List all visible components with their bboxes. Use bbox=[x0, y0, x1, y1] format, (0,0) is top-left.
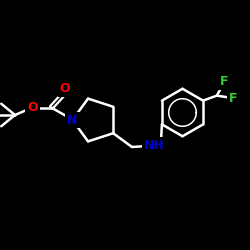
Text: NH: NH bbox=[144, 139, 165, 152]
Text: F: F bbox=[220, 76, 228, 88]
Text: F: F bbox=[229, 92, 237, 104]
Text: O: O bbox=[27, 101, 38, 114]
Text: O: O bbox=[60, 82, 70, 95]
Text: N: N bbox=[67, 114, 78, 126]
